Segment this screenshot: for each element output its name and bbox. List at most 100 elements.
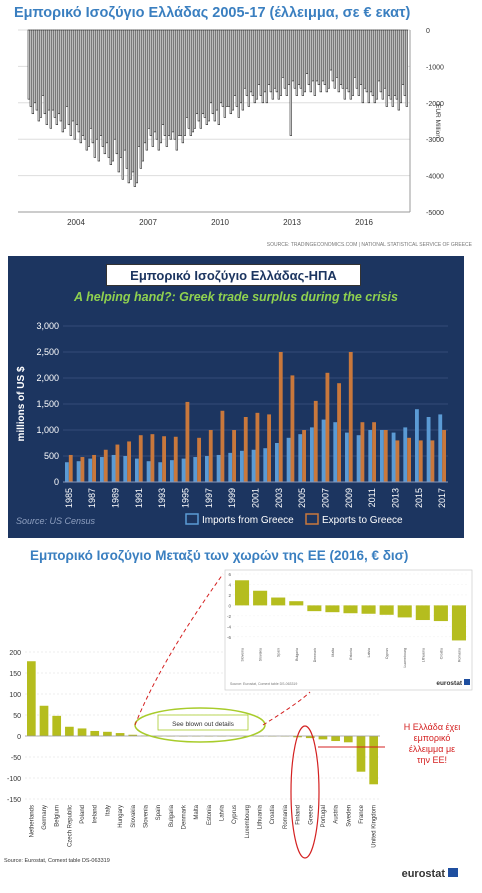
chart1-bar [225,29,229,107]
chart1-bar [403,29,407,96]
chart2-bar-export [407,437,411,482]
chart1-bar [171,29,175,133]
chart3-bar [65,726,74,736]
chart2-bar-import [135,458,139,482]
chart3-title: Εμπορικό Ισοζύγιο Μεταξύ των χωρών της Ε… [30,548,409,563]
chart1-bar [135,29,139,184]
chart1-bar [145,29,149,151]
chart2-bar-export [80,457,85,482]
chart2-bar-import [333,422,338,482]
chart1-bar [285,29,289,96]
chart3-inset-y-tick: -6 [227,635,231,640]
chart1-bar [99,29,103,136]
chart3-bar [305,736,315,739]
chart2-bar-import [158,462,163,482]
chart1-bar [299,29,303,89]
chart1-bar [307,29,311,85]
chart2-bar-import [123,456,128,482]
chart2-bar-export [337,383,341,482]
chart2-bar-export [162,436,166,482]
chart1-bar [51,29,55,111]
chart1-y-label: EUR Million [434,104,441,138]
chart1-bar [103,29,107,155]
chart3-inset-x-tick: Lithuania [421,648,425,662]
chart2-bar-import [368,430,373,482]
chart2-bar-export [383,430,388,482]
chart1-bar [197,29,201,122]
chart2-bar-import [380,430,384,482]
chart2-bar-export [232,430,236,482]
chart2-bar-export [103,449,108,482]
chart3-bar [77,728,87,736]
chart1-bar [247,29,251,107]
chart1-bar [375,29,379,100]
chart1-bar [49,29,53,129]
chart1-bar [203,29,207,118]
chart2-bar-import [240,450,244,482]
chart1-bar [263,29,267,93]
chart1-bar [43,29,47,115]
chart1-bar [93,29,97,158]
chart1-bar [261,29,265,104]
chart3-y-tick: 200 [9,650,21,657]
chart3-y-tick: -100 [7,776,21,783]
chart1-bar [361,29,365,104]
chart2-y-tick: 500 [44,451,59,461]
chart1-bar [213,29,217,122]
chart3-y-tick: 150 [9,671,21,678]
chart1-bar [115,29,119,155]
chart1-bar [127,29,131,184]
chart1-bar [229,29,233,115]
chart2-bar-import [111,454,116,482]
chart1-bar [319,29,323,93]
chart1-bar [211,29,215,115]
chart1-bar [257,29,261,85]
chart3-bar [369,736,378,785]
chart2-bar-export [115,444,120,482]
chart3-annotation-line: την ΕΕ! [417,755,447,765]
chart2-bar-import [310,427,314,482]
chart1-bar [131,29,135,173]
chart3-connector-right [262,691,311,726]
chart1-bar [379,29,383,93]
chart3-x-tick: United Kingdom [372,805,378,848]
chart1-bar [55,29,59,125]
chart1-bar [37,29,41,122]
chart1-bar [337,29,341,93]
chart2-bar-import [205,456,209,482]
chart3-y-tick: 50 [13,713,21,720]
chart1-bar [65,29,69,107]
chart3-x-tick: Estonia [207,804,213,825]
chart2-bar-import [286,437,291,482]
chart1-bar [169,29,173,140]
chart2-bar-import [251,449,256,482]
chart3-x-tick: Slovenia [143,804,149,828]
chart2-bar-import [170,460,174,482]
chart2-background: Εμπορικό Ισοζύγιο Ελλάδας-ΗΠΑ A helping … [8,256,464,538]
chart2-y-tick: 0 [54,477,59,487]
chart2-x-tick: 1985 [64,488,74,508]
chart1-bar [249,29,253,93]
chart2-bar-export [243,417,248,482]
chart1-y-tick: 0 [426,28,430,35]
chart1-bar [181,29,185,144]
chart1-source: SOURCE: TRADINGECONOMICS.COM | NATIONAL … [267,242,473,248]
chart2-x-tick: 1995 [181,488,191,508]
chart1-bar [67,29,71,125]
chart1-bar [117,29,121,173]
chart3-x-tick: Sweden [346,805,352,827]
chart3-bar [356,736,366,772]
chart1-bar [287,29,291,85]
greece-trade-balance-panel: Εμπορικό Ισοζύγιο Ελλάδας 2005-17 (έλλει… [0,0,482,252]
chart1-bar [119,29,123,158]
chart3-inset-bar [253,590,268,606]
chart1-bar [293,29,297,89]
chart1-bar [27,29,31,100]
chart2-subtitle: A helping hand?: Greek trade surplus dur… [74,290,398,304]
chart2-bar-export [138,435,143,482]
chart1-bar [339,29,343,85]
chart2-bar-export [313,400,318,482]
chart3-inset-y-tick: 0 [228,603,231,608]
chart1-bar [47,29,51,111]
chart1-bar [61,29,65,133]
